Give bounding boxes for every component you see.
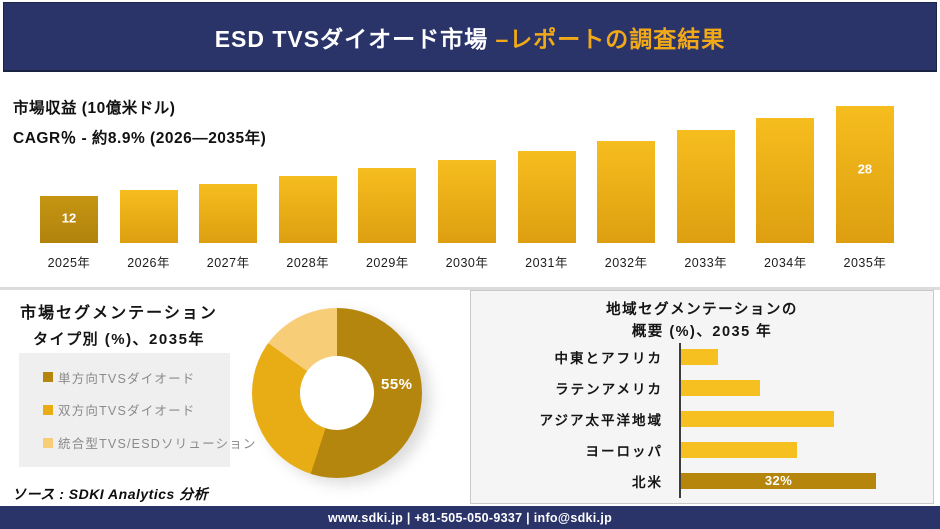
revenue-bar bbox=[597, 140, 656, 243]
region-bar bbox=[681, 379, 761, 396]
region-bar bbox=[681, 441, 797, 458]
region-bar bbox=[681, 410, 834, 427]
report-title-banner: ESD TVSダイオード市場 –レポートの調査結果 bbox=[3, 2, 937, 73]
revenue-bar: 12 bbox=[40, 196, 98, 243]
revenue-value-label: 12 bbox=[61, 210, 77, 226]
revenue-bar-column: 28 2035年 bbox=[835, 106, 894, 271]
revenue-chart-cagr: CAGR％ - 約8.9% (2026―2035年) bbox=[13, 130, 267, 147]
revenue-bar bbox=[358, 168, 417, 243]
revenue-bar-column: 2031年 bbox=[517, 151, 576, 271]
region-segmentation-panel: 地域セグメンテーションの 概要 (%)、2035 年 中東とアフリカ ラテンアメリ… bbox=[470, 290, 934, 504]
year-axis-label: 2025年 bbox=[47, 256, 91, 270]
region-chart-axis bbox=[679, 343, 681, 498]
revenue-bar-column: 2026年 bbox=[119, 189, 178, 271]
page-title-white: ESD TVSダイオード市場 bbox=[214, 25, 496, 52]
revenue-bar-column: 2027年 bbox=[199, 183, 258, 271]
contact-info: www.sdki.jp | +81-505-050-9337 | info@sd… bbox=[327, 510, 613, 525]
region-title-line2: 概要 (%)、2035 年 bbox=[631, 324, 773, 340]
revenue-bar bbox=[119, 189, 178, 243]
region-bar: 32% bbox=[681, 472, 877, 489]
region-row: 北米 32% bbox=[471, 465, 923, 496]
revenue-bar: 28 bbox=[835, 106, 894, 243]
legend-label: 双方向TVSダイオード bbox=[58, 404, 196, 419]
legend-item: 双方向TVSダイオード bbox=[43, 400, 230, 419]
page-title-gold: –レポートの調査結果 bbox=[495, 25, 726, 52]
region-bar bbox=[681, 348, 718, 365]
legend-swatch bbox=[43, 372, 53, 383]
region-row: ヨーロッパ bbox=[471, 434, 923, 465]
revenue-bar-chart: 12 2025年 2026年 2027年 2028年 2029年 2030年 2031年 203… bbox=[40, 72, 894, 271]
region-bar-chart: 中東とアフリカ ラテンアメリカアジア太平洋地域ヨーロッパ北米 32% bbox=[471, 341, 923, 496]
donut-hole bbox=[300, 356, 374, 430]
year-axis-label: 2029年 bbox=[365, 256, 409, 270]
region-title-line1: 地域セグメンテーションの bbox=[606, 302, 798, 318]
legend-label: 統合型TVS/ESDソリューション bbox=[58, 437, 257, 452]
legend-swatch bbox=[43, 404, 53, 415]
market-revenue-chart-section: 市場収益 (10億米ドル) CAGR％ - 約8.9% (2026―2035年)… bbox=[0, 72, 940, 287]
region-value-label: 32% bbox=[764, 473, 793, 488]
donut-legend: 単方向TVSダイオード 双方向TVSダイオード統合型TVS/ESDソリューション bbox=[19, 353, 255, 467]
revenue-bar-column: 2034年 bbox=[756, 118, 815, 271]
source-attribution: ソース : SDKI Analytics 分析 bbox=[12, 486, 209, 502]
region-axis-label: ヨーロッパ bbox=[585, 443, 663, 459]
revenue-bar-column: 2032年 bbox=[597, 140, 656, 271]
revenue-bar bbox=[517, 151, 576, 243]
year-axis-label: 2027年 bbox=[206, 256, 250, 270]
year-axis-label: 2030年 bbox=[445, 256, 489, 270]
region-row: ラテンアメリカ bbox=[471, 372, 923, 403]
legend-label: 単方向TVSダイオード bbox=[58, 371, 196, 386]
revenue-bar-column: 2028年 bbox=[278, 176, 337, 271]
revenue-bar-column: 2029年 bbox=[358, 168, 417, 271]
year-axis-label: 2035年 bbox=[843, 256, 887, 270]
revenue-value-label: 28 bbox=[857, 161, 873, 177]
region-axis-label: アジア太平洋地域 bbox=[539, 412, 663, 428]
page-title: ESD TVSダイオード市場 –レポートの調査結果 bbox=[215, 20, 726, 54]
region-row: 中東とアフリカ bbox=[471, 341, 923, 372]
type-segmentation-panel: 市場セグメンテーション タイプ別 (%)、2035年 単方向TVSダイオード 双方… bbox=[0, 290, 455, 506]
revenue-bar-column: 12 2025年 bbox=[40, 196, 98, 271]
year-axis-label: 2028年 bbox=[286, 256, 330, 270]
region-row: アジア太平洋地域 bbox=[471, 403, 923, 434]
revenue-bar bbox=[278, 176, 337, 243]
year-axis-label: 2031年 bbox=[525, 256, 568, 270]
region-axis-label: 北米 bbox=[632, 474, 663, 490]
year-axis-label: 2032年 bbox=[604, 256, 648, 270]
type-title-line2: タイプ別 (%)、2035年 bbox=[33, 331, 205, 348]
revenue-bar bbox=[199, 183, 258, 243]
donut-slice-label: 55% bbox=[381, 376, 413, 393]
revenue-bar-column: 2030年 bbox=[437, 160, 496, 271]
type-segmentation-title: 市場セグメンテーション タイプ別 (%)、2035年 bbox=[14, 300, 224, 353]
region-axis-label: 中東とアフリカ bbox=[554, 350, 663, 366]
contact-footer: www.sdki.jp | +81-505-050-9337 | info@sd… bbox=[0, 506, 940, 529]
revenue-bar bbox=[676, 130, 735, 243]
region-title: 地域セグメンテーションの 概要 (%)、2035 年 bbox=[471, 299, 933, 343]
legend-item: 単方向TVSダイオード bbox=[43, 368, 230, 387]
legend-item: 統合型TVS/ESDソリューション bbox=[43, 433, 255, 452]
revenue-bar bbox=[756, 118, 815, 243]
type-title-line1: 市場セグメンテーション bbox=[20, 305, 218, 322]
revenue-bar-column: 2033年 bbox=[676, 130, 735, 271]
year-axis-label: 2033年 bbox=[684, 256, 728, 270]
revenue-chart-title: 市場収益 (10億米ドル) bbox=[13, 100, 176, 117]
year-axis-label: 2034年 bbox=[763, 256, 807, 270]
year-axis-label: 2026年 bbox=[127, 256, 170, 270]
revenue-bar bbox=[437, 160, 496, 243]
section-divider bbox=[0, 287, 940, 290]
region-axis-label: ラテンアメリカ bbox=[555, 381, 663, 397]
type-donut-chart bbox=[252, 308, 422, 478]
legend-swatch bbox=[43, 437, 53, 448]
